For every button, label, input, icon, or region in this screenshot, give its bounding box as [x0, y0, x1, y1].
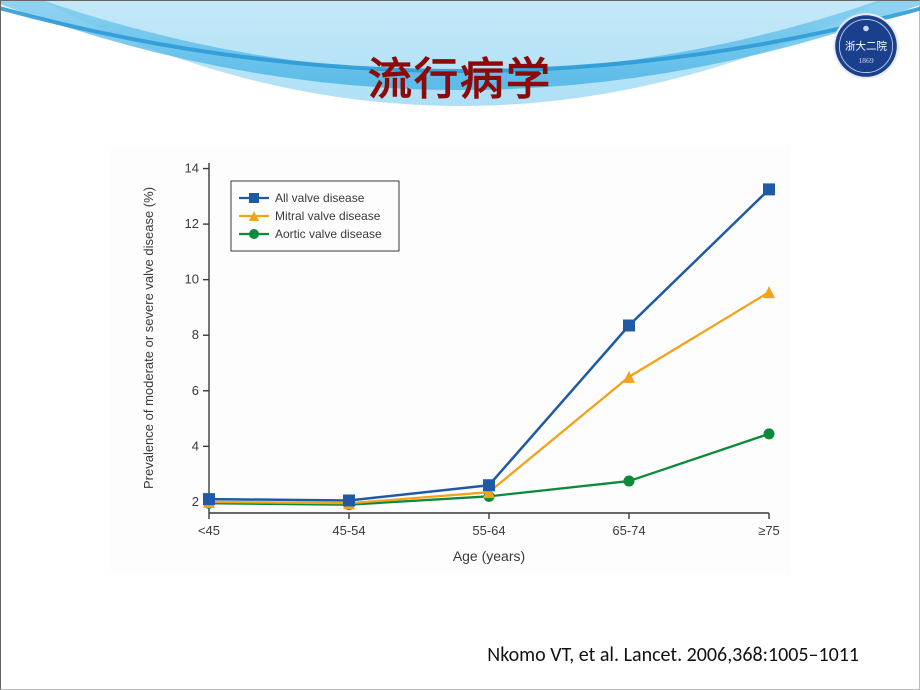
svg-text:10: 10	[185, 272, 199, 287]
svg-text:Prevalence of moderate or seve: Prevalence of moderate or severe valve d…	[141, 187, 156, 489]
svg-text:Age (years): Age (years)	[453, 548, 525, 564]
slide: 浙大二院 1869 流行病学 2468101214<4545-5455-6465…	[0, 0, 920, 690]
svg-text:14: 14	[185, 161, 199, 176]
svg-text:65-74: 65-74	[612, 523, 645, 538]
svg-text:<45: <45	[198, 523, 220, 538]
svg-text:2: 2	[192, 494, 199, 509]
svg-text:Aortic valve disease: Aortic valve disease	[275, 227, 382, 241]
citation-text: Nkomo VT, et al. Lancet. 2006,368:1005–1…	[487, 643, 859, 667]
chart-svg: 2 4 6 8 10 12 14 <45 45-54 55-64 65-74 ≥75 Age (year…	[111, 145, 791, 575]
prevalence-chart: 2 4 6 8 10 12 14 <45 45-54 55-64 65-74 ≥75 Age (year…	[111, 145, 791, 575]
page-title: 流行病学	[1, 43, 919, 107]
svg-text:Mitral valve disease: Mitral valve disease	[275, 209, 381, 223]
svg-text:8: 8	[192, 327, 199, 342]
svg-text:All valve disease: All valve disease	[275, 191, 365, 205]
svg-text:4: 4	[192, 438, 199, 453]
svg-text:6: 6	[192, 383, 199, 398]
svg-text:55-64: 55-64	[472, 523, 505, 538]
svg-text:45-54: 45-54	[332, 523, 365, 538]
svg-text:12: 12	[185, 216, 199, 231]
svg-text:≥75: ≥75	[758, 523, 780, 538]
